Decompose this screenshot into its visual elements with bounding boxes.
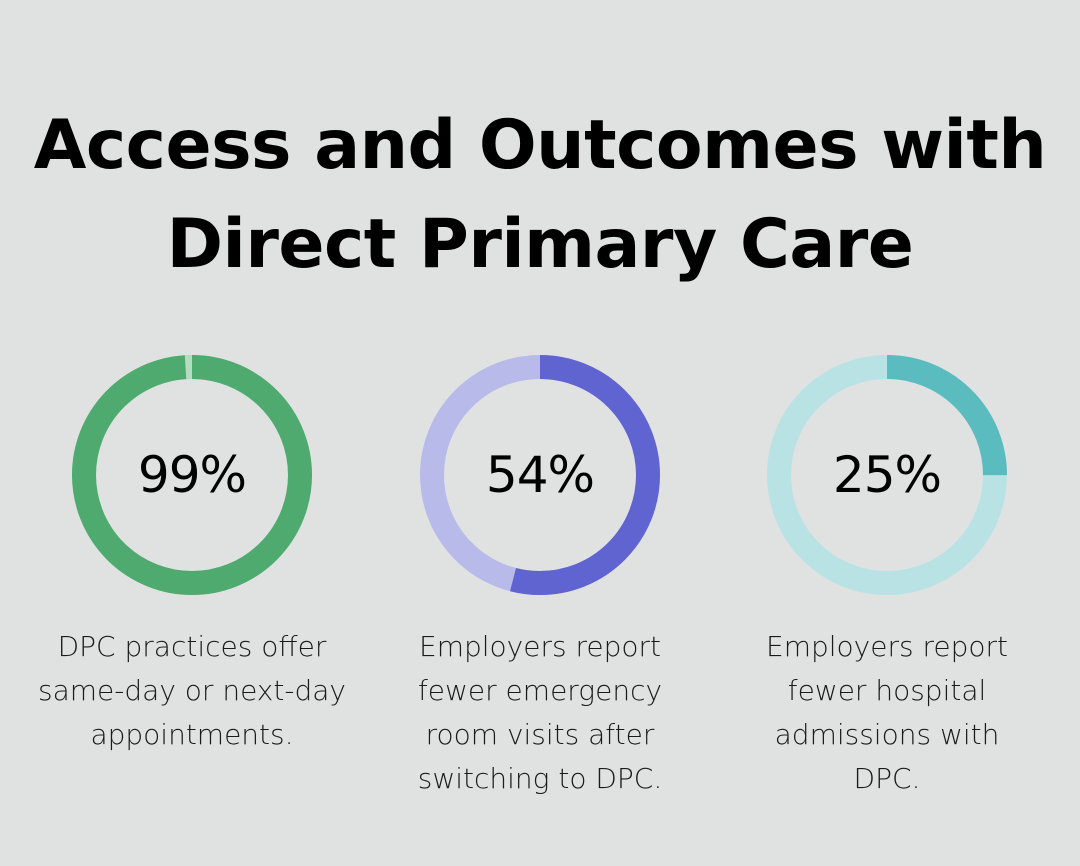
page-title: Access and Outcomes with Direct Primary …: [0, 96, 1080, 294]
title-line-1: Access and Outcomes with: [33, 106, 1047, 185]
stat-value: 25%: [832, 446, 942, 504]
stat-description: DPC practices offer same-day or next-day…: [38, 630, 346, 751]
stat-description: Employers report fewer hospital admissio…: [766, 630, 1008, 795]
donut-ring: [420, 355, 660, 595]
donut-chart: 54%: [419, 354, 661, 596]
donut-chart: 99%: [71, 354, 313, 596]
stat-card-appointments: 99% DPC practices offer same-day or next…: [22, 354, 362, 757]
donut-ring: [72, 355, 312, 595]
title-line-2: Direct Primary Care: [166, 205, 914, 284]
stat-description: Employers report fewer emergency room vi…: [417, 630, 663, 795]
donut-chart: 25%: [766, 354, 1008, 596]
stat-card-er-visits: 54% Employers report fewer emergency roo…: [370, 354, 710, 801]
stat-value: 99%: [137, 446, 247, 504]
donut-ring: [767, 355, 1007, 595]
stat-card-hospital-admissions: 25% Employers report fewer hospital admi…: [717, 354, 1057, 801]
stat-value: 54%: [485, 446, 595, 504]
